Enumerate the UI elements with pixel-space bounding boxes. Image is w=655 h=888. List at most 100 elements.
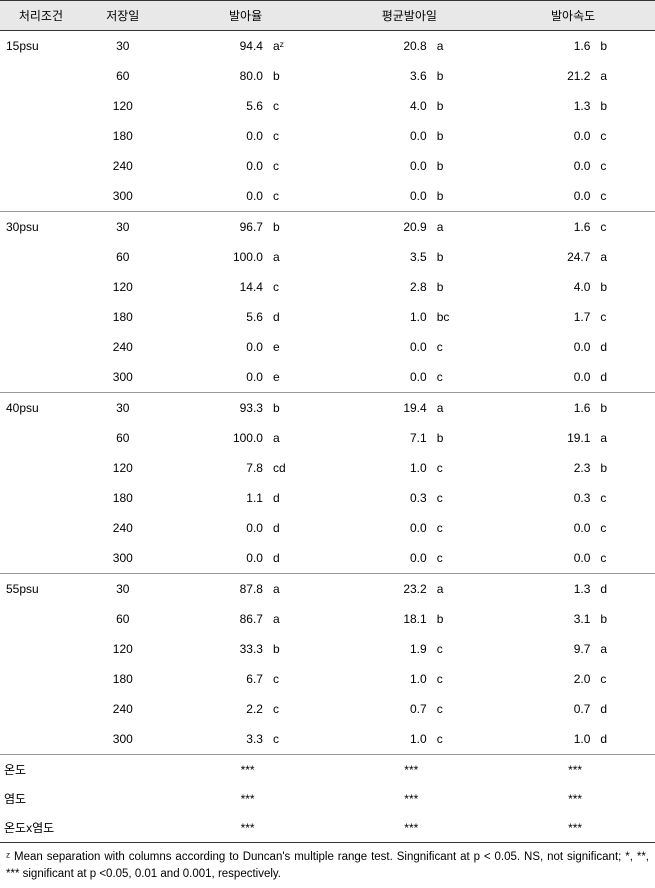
condition-cell: [0, 121, 82, 151]
value-cell: 33.3: [164, 634, 269, 664]
letter-cell: d: [596, 332, 655, 362]
day-cell: 120: [82, 634, 164, 664]
table-row: 60100.0a7.1b19.1a: [0, 423, 655, 453]
value-cell: 19.4: [327, 393, 432, 424]
significance-label: 온도: [0, 755, 164, 785]
value-cell: 1.0: [327, 453, 432, 483]
condition-cell: [0, 332, 82, 362]
letter-cell: c: [433, 634, 491, 664]
value-cell: 0.0: [327, 543, 432, 574]
table-row: 2402.2c0.7c0.7d: [0, 694, 655, 724]
value-cell: 0.0: [327, 362, 432, 393]
value-cell: 0.0: [164, 181, 269, 212]
letter-cell: a: [433, 212, 491, 243]
value-cell: 1.0: [327, 302, 432, 332]
letter-cell: c: [596, 664, 655, 694]
value-cell: 0.0: [164, 121, 269, 151]
day-cell: 120: [82, 91, 164, 121]
condition-cell: [0, 242, 82, 272]
letter-cell: a: [269, 574, 327, 605]
letter-cell: a: [269, 604, 327, 634]
value-cell: 1.1: [164, 483, 269, 513]
condition-cell: [0, 302, 82, 332]
table-row: 1805.6d1.0bc1.7c: [0, 302, 655, 332]
day-cell: 120: [82, 272, 164, 302]
value-cell: 0.0: [491, 513, 596, 543]
letter-cell: b: [433, 181, 491, 212]
table-row: 3003.3c1.0c1.0d: [0, 724, 655, 755]
value-cell: 1.0: [327, 724, 432, 755]
value-cell: 94.4: [164, 31, 269, 62]
letter-cell: b: [433, 242, 491, 272]
table-row: 1800.0c0.0b0.0c: [0, 121, 655, 151]
table-row: 1205.6c4.0b1.3b: [0, 91, 655, 121]
letter-cell: c: [596, 543, 655, 574]
value-cell: 5.6: [164, 91, 269, 121]
letter-cell: c: [269, 181, 327, 212]
value-cell: 0.0: [491, 362, 596, 393]
condition-cell: 15psu: [0, 31, 82, 62]
value-cell: 1.0: [491, 724, 596, 755]
significance-cell: ***: [327, 755, 491, 785]
value-cell: 1.6: [491, 393, 596, 424]
value-cell: 0.0: [327, 121, 432, 151]
day-cell: 180: [82, 664, 164, 694]
value-cell: 9.7: [491, 634, 596, 664]
value-cell: 20.9: [327, 212, 432, 243]
letter-cell: c: [596, 181, 655, 212]
letter-cell: d: [596, 362, 655, 393]
letter-cell: b: [596, 604, 655, 634]
letter-cell: c: [433, 362, 491, 393]
footnote-text: ᶻ Mean separation with columns according…: [0, 843, 655, 888]
significance-cell: ***: [491, 784, 655, 813]
day-cell: 240: [82, 151, 164, 181]
day-cell: 30: [82, 393, 164, 424]
letter-cell: e: [269, 362, 327, 393]
condition-cell: [0, 634, 82, 664]
letter-cell: a: [269, 242, 327, 272]
value-cell: 0.0: [164, 332, 269, 362]
letter-cell: d: [596, 574, 655, 605]
condition-cell: 40psu: [0, 393, 82, 424]
day-cell: 300: [82, 181, 164, 212]
table-body: 15psu3094.4aᶻ20.8a1.6b6080.0b3.6b21.2a12…: [0, 31, 655, 888]
letter-cell: a: [433, 393, 491, 424]
value-cell: 1.3: [491, 574, 596, 605]
value-cell: 7.8: [164, 453, 269, 483]
letter-cell: d: [269, 483, 327, 513]
value-cell: 100.0: [164, 423, 269, 453]
letter-cell: b: [433, 151, 491, 181]
letter-cell: c: [269, 272, 327, 302]
letter-cell: b: [433, 604, 491, 634]
letter-cell: bc: [433, 302, 491, 332]
value-cell: 0.0: [491, 151, 596, 181]
letter-cell: b: [596, 31, 655, 62]
value-cell: 2.8: [327, 272, 432, 302]
value-cell: 6.7: [164, 664, 269, 694]
table-row: 6086.7a18.1b3.1b: [0, 604, 655, 634]
condition-cell: [0, 362, 82, 393]
value-cell: 0.3: [491, 483, 596, 513]
value-cell: 14.4: [164, 272, 269, 302]
table-row: 40psu3093.3b19.4a1.6b: [0, 393, 655, 424]
footnote-row: ᶻ Mean separation with columns according…: [0, 843, 655, 888]
day-cell: 60: [82, 604, 164, 634]
letter-cell: c: [433, 664, 491, 694]
value-cell: 0.0: [327, 181, 432, 212]
table-row: 1806.7c1.0c2.0c: [0, 664, 655, 694]
value-cell: 86.7: [164, 604, 269, 634]
letter-cell: c: [433, 543, 491, 574]
table-row: 1801.1d0.3c0.3c: [0, 483, 655, 513]
day-cell: 240: [82, 513, 164, 543]
letter-cell: b: [269, 212, 327, 243]
letter-cell: c: [269, 694, 327, 724]
day-cell: 60: [82, 423, 164, 453]
letter-cell: a: [596, 634, 655, 664]
day-cell: 240: [82, 694, 164, 724]
header-row: 처리조건 저장일 발아율 평균발아일 발아속도: [0, 1, 655, 31]
value-cell: 19.1: [491, 423, 596, 453]
letter-cell: b: [433, 61, 491, 91]
letter-cell: c: [269, 91, 327, 121]
value-cell: 0.0: [491, 543, 596, 574]
value-cell: 80.0: [164, 61, 269, 91]
